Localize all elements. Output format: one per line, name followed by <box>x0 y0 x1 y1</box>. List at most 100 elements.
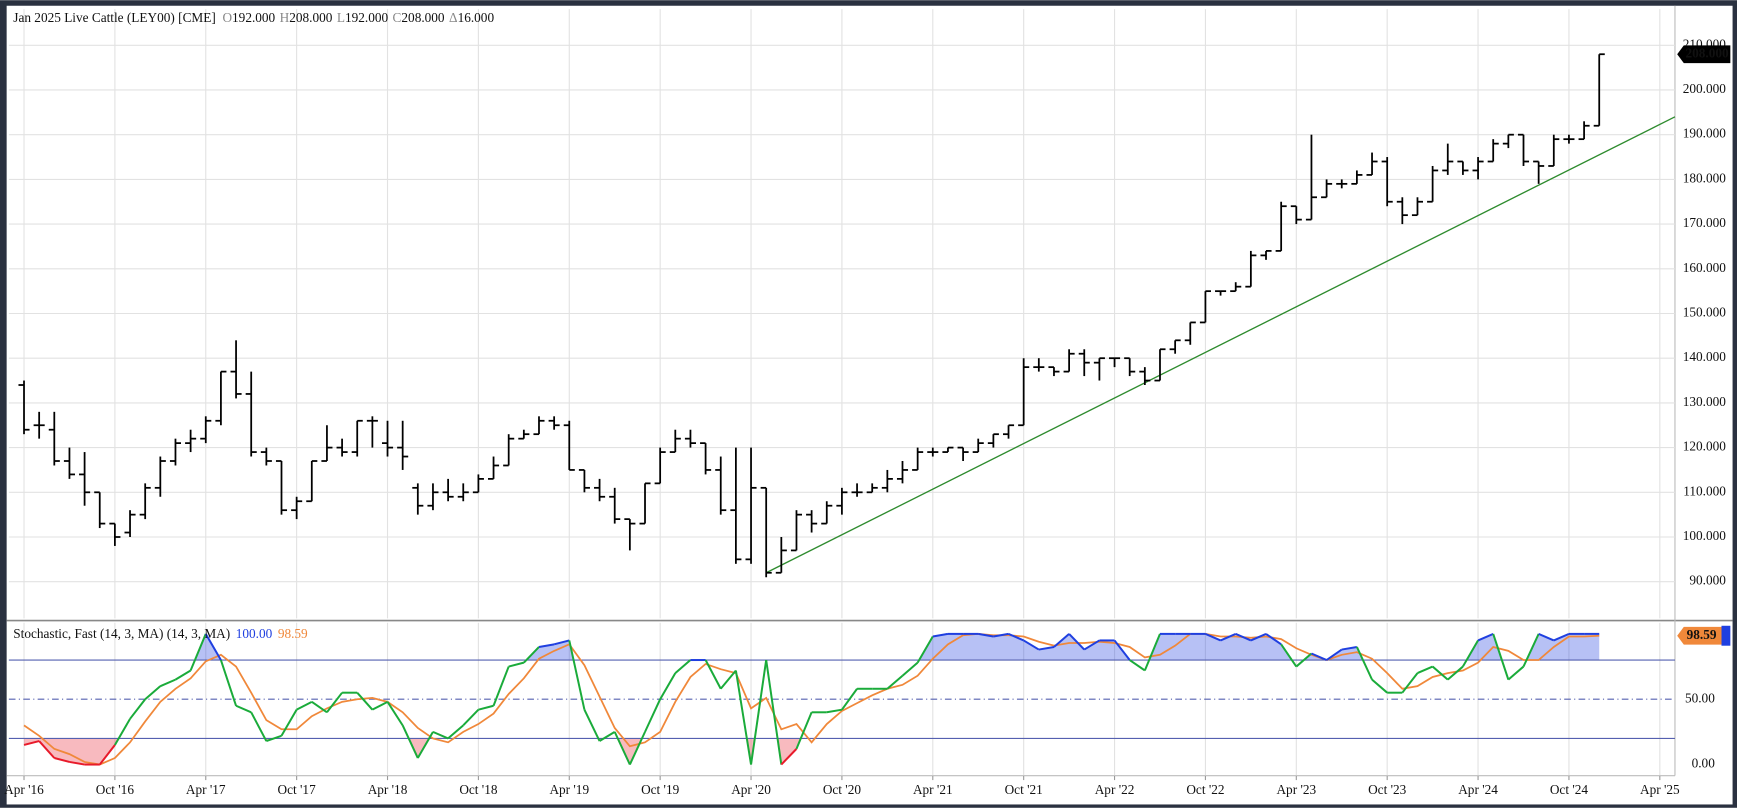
k-line-segment <box>296 700 313 711</box>
k-line-segment <box>1143 633 1161 671</box>
k-line-segment <box>447 724 464 740</box>
k-line-segment <box>416 731 434 759</box>
k-line-segment <box>144 685 161 700</box>
k-line-segment <box>159 678 176 688</box>
k-line-segment <box>1538 632 1555 642</box>
k-line-segment <box>1326 648 1343 661</box>
k-line-segment <box>1492 633 1510 680</box>
k-line-segment <box>129 698 146 720</box>
y-tick-label: 170.000 <box>1683 215 1727 230</box>
y-tick-label: 90.000 <box>1689 573 1726 588</box>
k-line-segment <box>1507 665 1525 681</box>
k-line-segment <box>613 731 631 765</box>
k-line-segment <box>38 740 56 759</box>
y-tick-label: 150.000 <box>1683 305 1727 320</box>
k-line-segment <box>523 646 540 664</box>
price-badge-label: 208.000 <box>1686 45 1730 60</box>
k-line-segment <box>1401 672 1419 694</box>
k-line-segment <box>1113 639 1131 661</box>
k-line-segment <box>54 757 70 763</box>
k-line-segment <box>219 659 238 707</box>
k-line-segment <box>69 760 85 766</box>
k-line-segment <box>311 701 328 714</box>
k-line-segment <box>644 698 662 733</box>
x-tick-label: Oct '16 <box>96 782 135 797</box>
k-line-segment <box>841 688 858 711</box>
k-line-segment <box>795 711 813 750</box>
k-line-segment <box>98 744 116 766</box>
k-line-segment <box>386 701 404 726</box>
stoch-d-label: 98.59 <box>278 626 308 641</box>
k-line-segment <box>508 661 525 668</box>
k-line-segment <box>1205 632 1221 642</box>
y-tick-label: 110.000 <box>1683 483 1726 498</box>
k-line-segment <box>1477 632 1494 642</box>
y-tick-label: 140.000 <box>1683 349 1727 364</box>
k-line-segment <box>1068 633 1085 651</box>
k-line-segment <box>1311 652 1327 661</box>
k-line-segment <box>704 659 722 690</box>
k-line-segment <box>1008 632 1025 642</box>
k-line-segment <box>734 670 753 765</box>
stoch-badge <box>1677 626 1722 645</box>
k-line-segment <box>886 674 904 690</box>
k-line-segment <box>1447 665 1464 681</box>
k-line-segment <box>674 659 692 674</box>
k-line-segment <box>1522 633 1540 667</box>
k-line-segment <box>1280 643 1298 668</box>
k-line-segment <box>189 633 207 671</box>
x-tick-label: Oct '18 <box>459 782 498 797</box>
x-tick-label: Oct '19 <box>641 782 680 797</box>
k-line-segment <box>204 633 222 661</box>
k-line-segment <box>462 708 480 727</box>
k-line-segment <box>553 639 570 646</box>
d-line <box>23 633 1600 766</box>
k-line-segment <box>1235 632 1252 642</box>
k-line-segment <box>280 709 298 737</box>
k-line-segment <box>765 659 783 765</box>
k-line-segment <box>1220 632 1237 642</box>
x-tick-label: Apr '22 <box>1095 782 1135 797</box>
k-line-segment <box>1053 633 1070 648</box>
readout-key: H <box>280 10 290 25</box>
readout-key: Δ <box>449 10 458 25</box>
y-tick-label: 190.000 <box>1683 126 1727 141</box>
x-tick-label: Apr '20 <box>731 782 771 797</box>
price-badge <box>1677 45 1731 64</box>
readout-value: 192.000 <box>232 10 276 25</box>
chart-header: Jan 2025 Live Cattle (LEY00) [CME] O192.0… <box>13 10 494 25</box>
stoch-tick-label: 0.00 <box>1692 756 1716 771</box>
x-tick-label: Apr '24 <box>1458 782 1498 797</box>
readout-value: 208.000 <box>289 10 333 25</box>
stoch-tick-label: 50.00 <box>1685 690 1715 705</box>
k-line-segment <box>583 709 601 742</box>
readout-value: 16.000 <box>458 10 495 25</box>
stoch-badge-label: 98.59 <box>1687 627 1717 642</box>
stoch-k-badge-edge <box>1721 625 1731 646</box>
k-line-segment <box>250 711 268 742</box>
k-line-segment <box>1431 665 1449 681</box>
k-line-segment <box>1295 652 1313 668</box>
y-tick-label: 120.000 <box>1683 439 1727 454</box>
k-line-segment <box>538 643 555 648</box>
k-line-segment <box>978 632 994 638</box>
readout-value: 192.000 <box>345 10 389 25</box>
x-tick-label: Oct '21 <box>1005 782 1043 797</box>
k-line-segment <box>1341 645 1358 651</box>
stoch-header: Stochastic, Fast (14, 3, MA) (14, 3, MA)… <box>13 626 308 641</box>
y-tick-label: 130.000 <box>1683 394 1727 409</box>
k-line-segment <box>1371 678 1388 694</box>
k-line-segment <box>780 748 798 766</box>
k-line-segment <box>478 704 494 711</box>
k-line-segment <box>266 734 282 742</box>
stoch-k-label: 100.00 <box>236 626 273 641</box>
k-line-segment <box>114 718 131 746</box>
k-line-segment <box>1250 632 1267 642</box>
stoch-title: Stochastic, Fast (14, 3, MA) (14, 3, MA) <box>13 626 230 641</box>
k-line-segment <box>628 731 646 765</box>
k-line-segment <box>1553 632 1570 642</box>
readout-key: O <box>222 10 232 25</box>
k-line-segment <box>932 632 949 638</box>
